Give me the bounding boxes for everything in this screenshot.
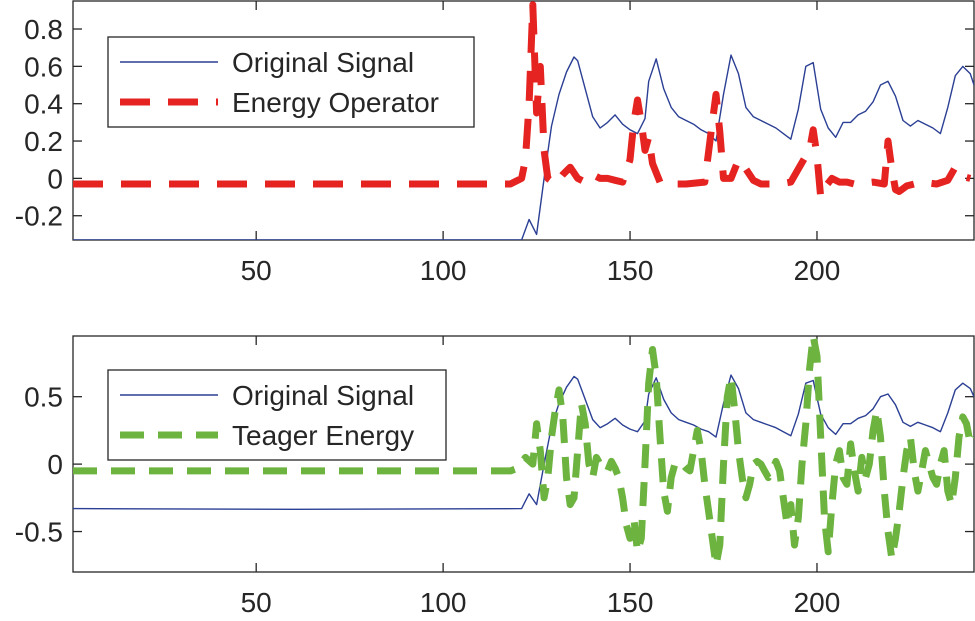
bottom-x-tick-label: 150 [607,587,654,618]
top-legend: Original Signal Energy Operator [107,36,475,128]
top-y-tick-label: 0.4 [24,89,63,120]
top-y-tick-labels: -0.2 0 0.2 0.4 0.6 0.8 [15,14,63,232]
bottom-x-tick-labels: 50 100 150 200 [241,587,841,618]
top-series-energy-operator [73,1,972,201]
bottom-legend-label-teager-energy: Teager Energy [232,420,414,451]
top-y-tick-label: 0.6 [24,51,63,82]
top-x-tick-labels: 50 100 150 200 [241,255,841,286]
top-plot-area [73,1,974,240]
bottom-legend-label-original-signal: Original Signal [232,380,414,411]
top-y-tick-label: 0 [47,163,63,194]
top-legend-box [107,36,475,128]
bottom-x-tick-label: 100 [420,587,467,618]
top-legend-label-original-signal: Original Signal [232,47,414,78]
top-chart: -0.2 0 0.2 0.4 0.6 0.8 50 100 150 200 Original S… [15,0,975,286]
top-y-tick-label: -0.2 [15,201,63,232]
top-x-tick-label: 150 [607,255,654,286]
bottom-legend: Original Signal Teager Energy [107,369,447,461]
bottom-x-tick-label: 50 [241,587,272,618]
bottom-legend-box [107,369,447,461]
bottom-series-original-signal [73,374,974,510]
bottom-series-teager-energy [73,336,974,569]
bottom-axes-frame [72,335,975,573]
bottom-y-tick-label: 0 [47,449,63,480]
bottom-y-tick-labels: -0.5 0 0.5 [15,382,63,548]
bottom-plot-area [73,336,974,569]
top-series-original-signal [73,54,974,240]
top-y-tick-label: 0.2 [24,126,63,157]
bottom-x-tick-label: 200 [794,587,841,618]
bottom-y-tick-label: 0.5 [24,382,63,413]
bottom-chart: -0.5 0 0.5 50 100 150 200 Original Signal Tea… [15,335,975,618]
top-x-tick-label: 200 [794,255,841,286]
bottom-y-tick-label: -0.5 [15,517,63,548]
top-ticks [73,1,974,240]
bottom-ticks [73,336,974,572]
top-y-tick-label: 0.8 [24,14,63,45]
top-legend-label-energy-operator: Energy Operator [232,87,439,118]
top-x-tick-label: 100 [420,255,467,286]
top-axes-frame [72,0,975,241]
top-x-tick-label: 50 [241,255,272,286]
